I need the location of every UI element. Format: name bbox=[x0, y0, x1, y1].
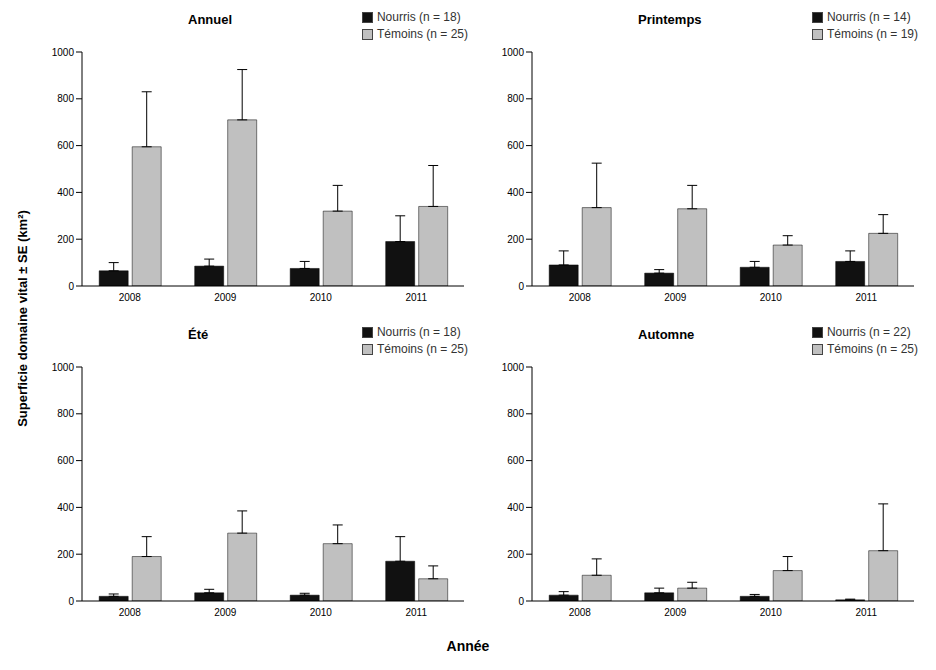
svg-text:1000: 1000 bbox=[502, 362, 525, 373]
svg-text:2008: 2008 bbox=[119, 607, 142, 618]
svg-text:400: 400 bbox=[507, 187, 524, 198]
svg-text:2008: 2008 bbox=[119, 292, 142, 303]
svg-text:2011: 2011 bbox=[855, 607, 877, 618]
html-text:Nourris (n = 18): Nourris (n = 18) bbox=[377, 10, 461, 24]
svg-text:2010: 2010 bbox=[760, 607, 783, 618]
svg-text:2010: 2010 bbox=[310, 607, 333, 618]
svg-text:0: 0 bbox=[68, 281, 74, 292]
html-text:Été: Été bbox=[188, 327, 209, 342]
html-text:Témoins (n = 25): Témoins (n = 25) bbox=[377, 342, 468, 356]
html-text:Nourris (n = 14): Nourris (n = 14) bbox=[827, 10, 911, 24]
html-text:Témoins (n = 25): Témoins (n = 25) bbox=[827, 342, 918, 356]
svg-text:600: 600 bbox=[507, 140, 524, 151]
html-text:Printemps: Printemps bbox=[638, 12, 702, 27]
svg-text:1000: 1000 bbox=[52, 362, 75, 373]
svg-text:400: 400 bbox=[57, 502, 74, 513]
svg-text:800: 800 bbox=[507, 408, 524, 419]
svg-text:400: 400 bbox=[57, 187, 74, 198]
svg-text:2011: 2011 bbox=[855, 292, 877, 303]
svg-text:200: 200 bbox=[57, 234, 74, 245]
svg-text:2010: 2010 bbox=[760, 292, 783, 303]
svg-text:200: 200 bbox=[507, 234, 524, 245]
svg-text:2009: 2009 bbox=[664, 607, 687, 618]
svg-text:600: 600 bbox=[507, 455, 524, 466]
html-text:Nourris (n = 22): Nourris (n = 22) bbox=[827, 325, 911, 339]
svg-text:600: 600 bbox=[57, 140, 74, 151]
svg-text:200: 200 bbox=[57, 549, 74, 560]
svg-text:800: 800 bbox=[507, 93, 524, 104]
svg-text:2009: 2009 bbox=[214, 607, 237, 618]
html-text:Témoins (n = 25): Témoins (n = 25) bbox=[377, 27, 468, 41]
svg-text:800: 800 bbox=[57, 408, 74, 419]
html-text:Nourris (n = 18): Nourris (n = 18) bbox=[377, 325, 461, 339]
html-text:Témoins (n = 19): Témoins (n = 19) bbox=[827, 27, 918, 41]
svg-text:2009: 2009 bbox=[664, 292, 687, 303]
svg-text:600: 600 bbox=[57, 455, 74, 466]
html-text:Annuel: Annuel bbox=[188, 12, 233, 27]
svg-text:1000: 1000 bbox=[502, 47, 525, 58]
html-text:Automne: Automne bbox=[638, 327, 695, 342]
html-text:Année: Année bbox=[446, 638, 490, 654]
svg-text:2008: 2008 bbox=[569, 607, 592, 618]
svg-text:0: 0 bbox=[518, 281, 524, 292]
svg-text:0: 0 bbox=[518, 596, 524, 607]
svg-text:2008: 2008 bbox=[569, 292, 592, 303]
svg-text:1000: 1000 bbox=[52, 47, 75, 58]
svg-text:400: 400 bbox=[507, 502, 524, 513]
svg-text:2010: 2010 bbox=[310, 292, 333, 303]
svg-text:2009: 2009 bbox=[214, 292, 237, 303]
svg-text:800: 800 bbox=[57, 93, 74, 104]
svg-text:200: 200 bbox=[507, 549, 524, 560]
svg-text:0: 0 bbox=[68, 596, 74, 607]
svg-text:2011: 2011 bbox=[405, 292, 427, 303]
html-text:Superficie domaine vital ± SE: Superficie domaine vital ± SE (km²) bbox=[14, 209, 30, 427]
svg-text:2011: 2011 bbox=[405, 607, 427, 618]
